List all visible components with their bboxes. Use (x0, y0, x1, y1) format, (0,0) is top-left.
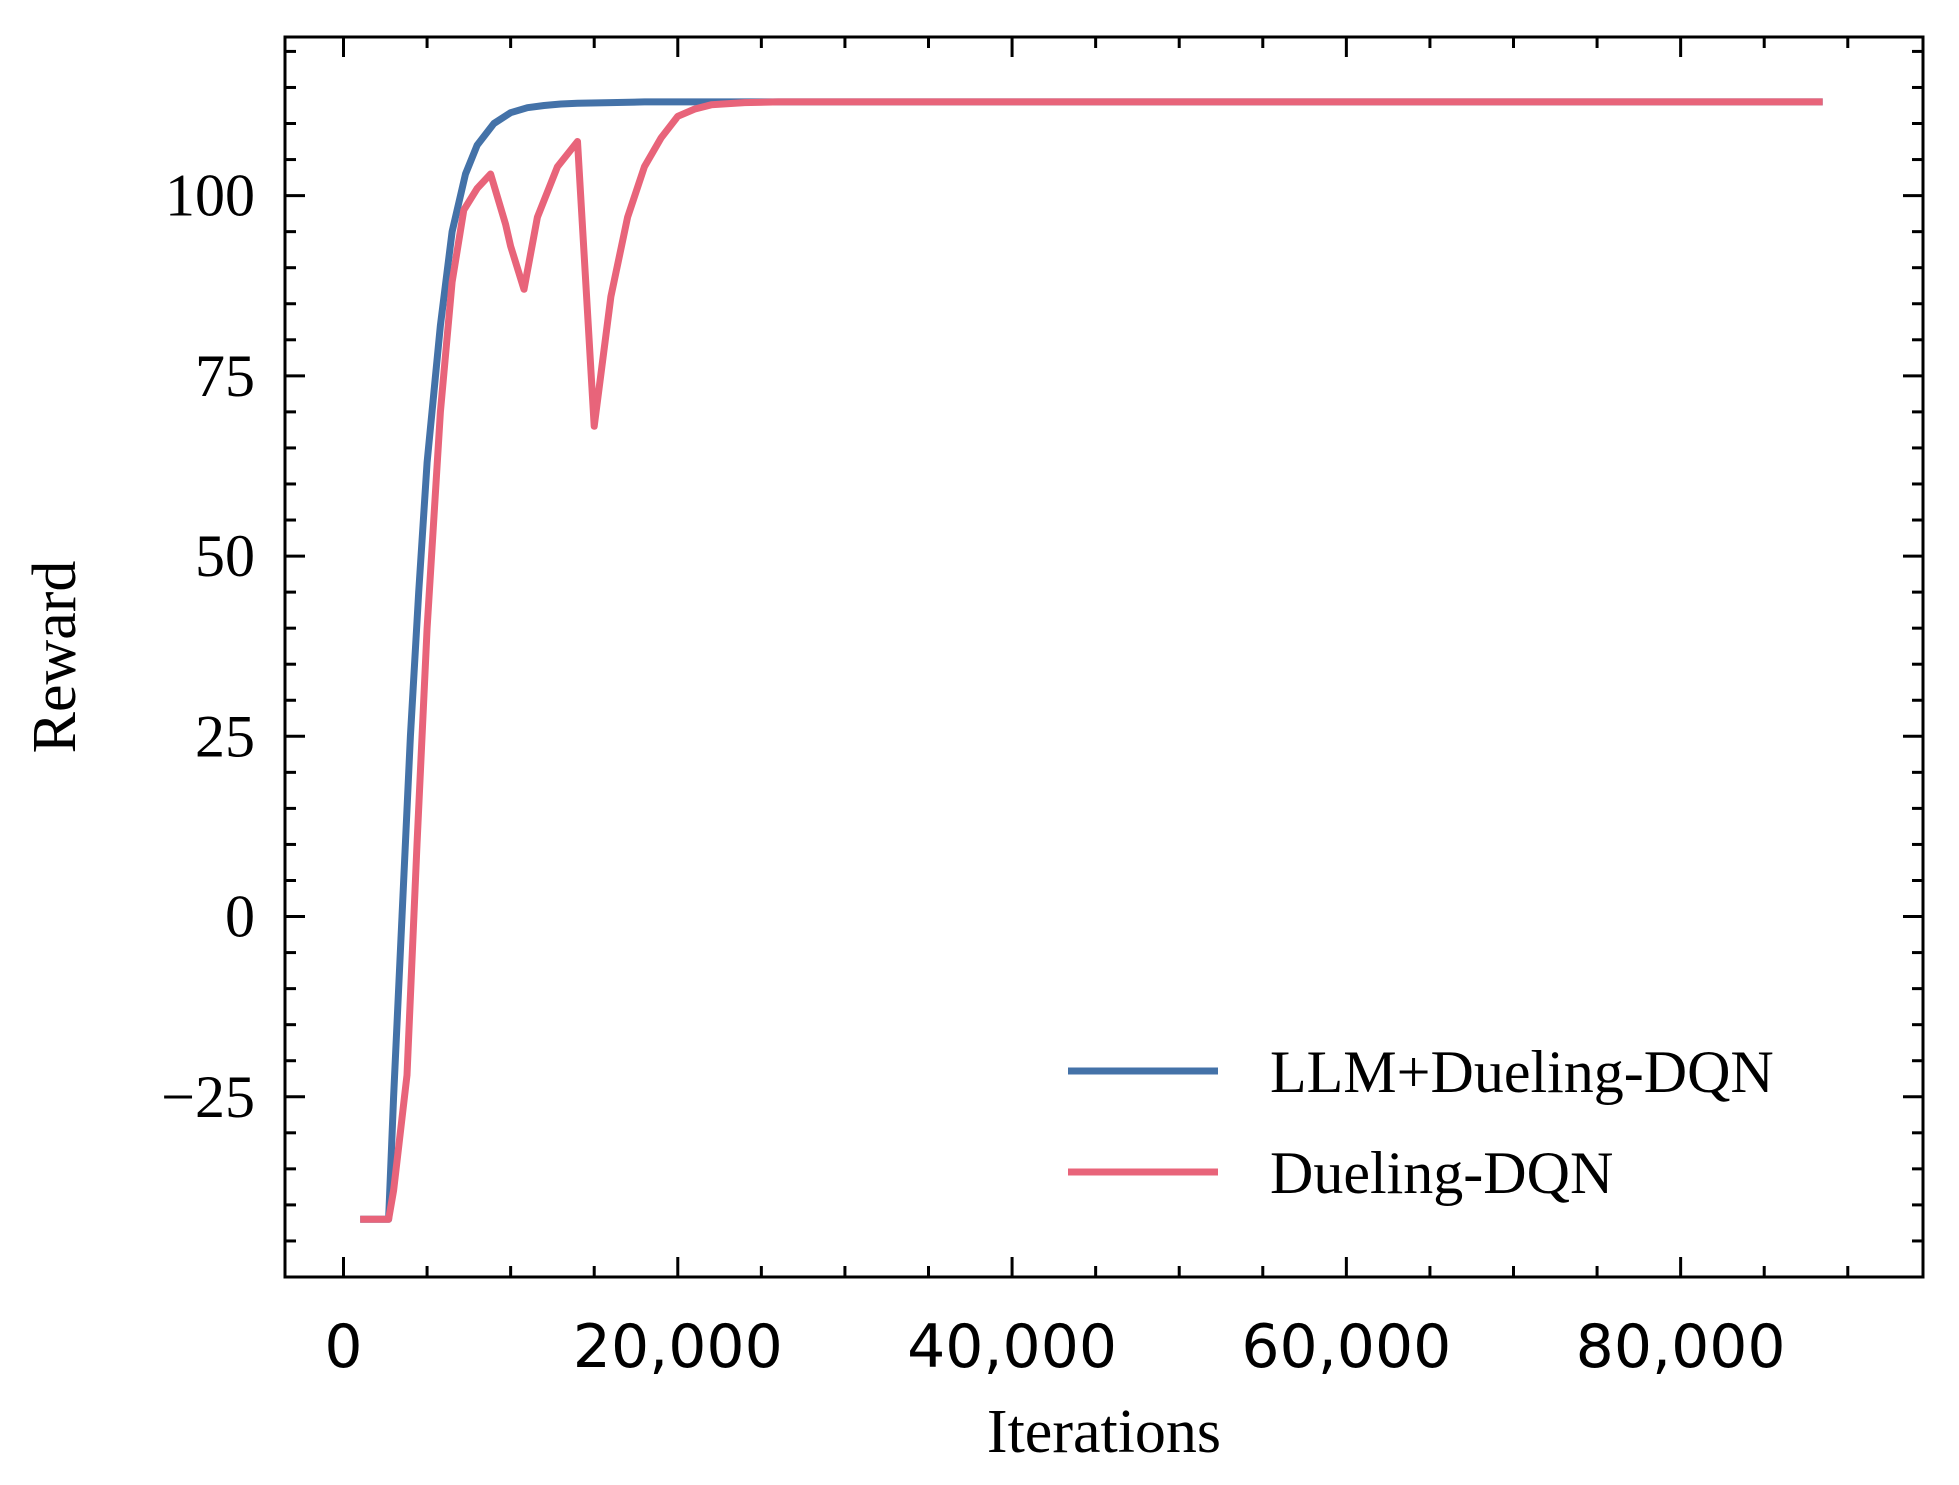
series-layer (360, 98, 1823, 1223)
x-tick-label: 40,000 (907, 1312, 1117, 1382)
plot-frame (283, 35, 1925, 1279)
legend-label: Dueling-DQN (1270, 1140, 1613, 1206)
legend: LLM+Dueling-DQN Dueling-DQN (1068, 1039, 1774, 1206)
y-tick-label: 25 (195, 703, 255, 769)
series-line-dueling-dqn (360, 98, 1823, 1223)
tick-layer (285, 37, 1923, 1279)
y-tick-label: 100 (165, 163, 255, 229)
x-tick-label: 0 (324, 1312, 362, 1382)
x-tick-label: 20,000 (573, 1312, 783, 1382)
y-tick-label: −25 (161, 1064, 255, 1130)
y-tick-label: 75 (195, 343, 255, 409)
tick-labels: 0 20,000 40,000 60,000 80,000 −25 0 25 50 75 100 (161, 163, 1785, 1382)
y-tick-label: 0 (225, 884, 255, 950)
legend-label: LLM+Dueling-DQN (1270, 1039, 1774, 1105)
x-tick-label: 60,000 (1241, 1312, 1451, 1382)
y-axis-title: Reward (21, 561, 89, 754)
y-tick-label: 50 (195, 523, 255, 589)
x-axis-title: Iterations (987, 1398, 1221, 1466)
x-tick-label: 80,000 (1576, 1312, 1786, 1382)
